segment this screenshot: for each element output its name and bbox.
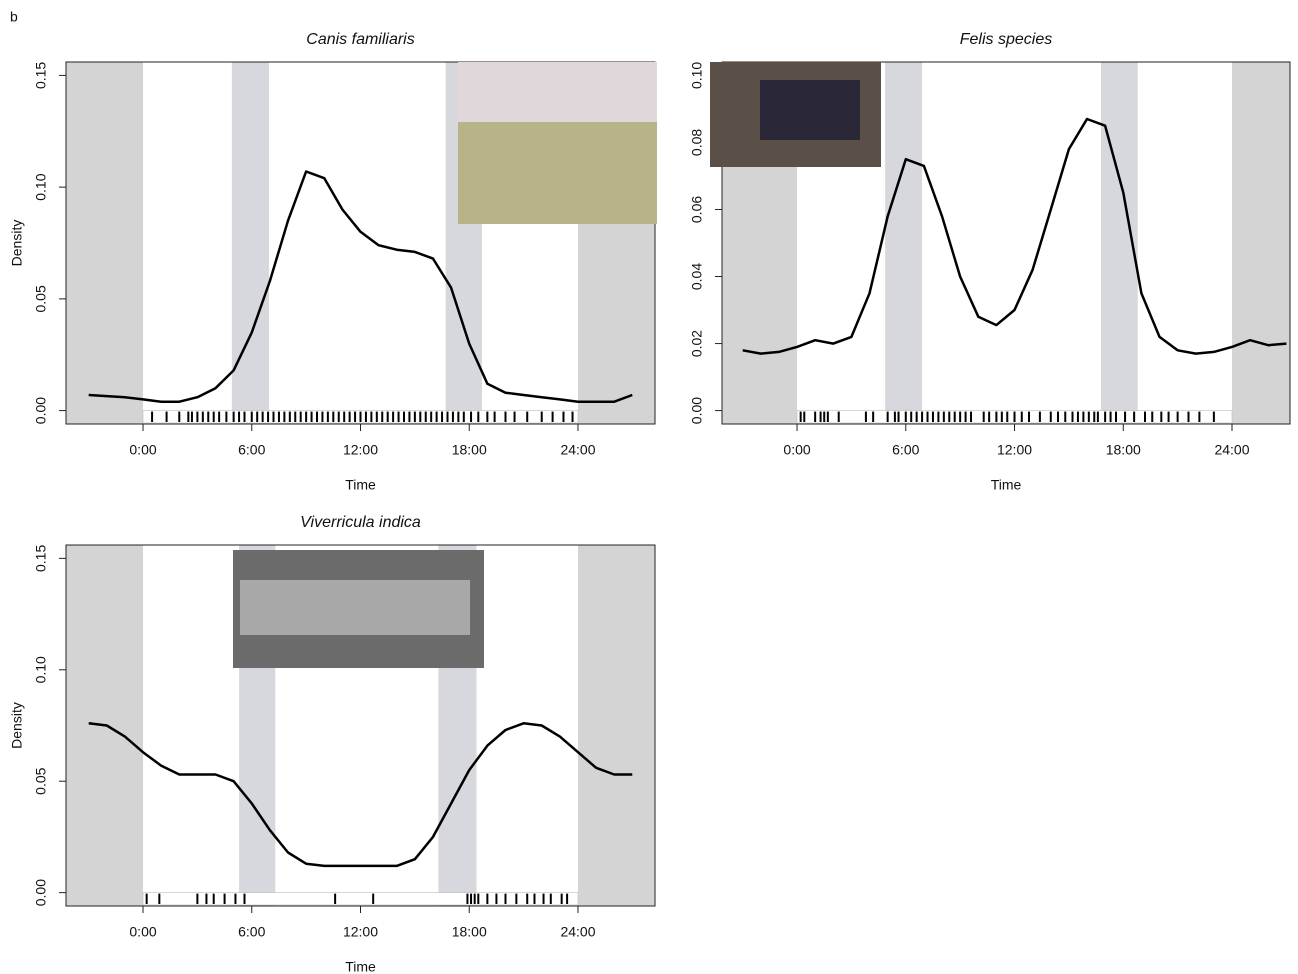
plot-frame — [721, 61, 1291, 425]
y-tick-label: 0.15 — [33, 545, 49, 572]
panel-label: b — [10, 9, 18, 25]
y-tick-label: 0.02 — [689, 330, 705, 357]
time-band — [66, 62, 144, 424]
x-tick-label: 0:00 — [129, 442, 156, 458]
y-tick-label: 0.10 — [33, 656, 49, 683]
density-curve — [742, 117, 1287, 355]
y-tick-label: 0.05 — [33, 767, 49, 794]
photo-sky — [458, 62, 657, 122]
photos — [233, 62, 881, 668]
y-tick-label: 0.04 — [689, 263, 705, 290]
x-tick-label: 12:00 — [343, 924, 378, 940]
x-tick-label: 12:00 — [997, 442, 1032, 458]
rug-strip — [142, 892, 579, 906]
y-tick-label: 0.00 — [689, 397, 705, 424]
x-tick-label: 18:00 — [1106, 442, 1141, 458]
x-axis-label: Time — [345, 959, 376, 974]
x-tick-label: 24:00 — [1214, 442, 1249, 458]
photo-animal — [240, 580, 470, 635]
x-tick-label: 12:00 — [343, 442, 378, 458]
time-band — [577, 545, 655, 906]
x-tick-label: 18:00 — [452, 924, 487, 940]
y-axis-label: Density — [9, 220, 25, 267]
x-axis-label: Time — [345, 477, 376, 493]
time-band — [1232, 62, 1290, 424]
x-tick-label: 18:00 — [452, 442, 487, 458]
density-curve — [88, 170, 633, 403]
y-tick-label: 0.05 — [33, 285, 49, 312]
photo-animal — [760, 80, 860, 140]
x-tick-label: 0:00 — [783, 442, 810, 458]
y-tick-label: 0.15 — [33, 62, 49, 89]
x-tick-label: 24:00 — [560, 442, 595, 458]
x-tick-label: 6:00 — [238, 924, 265, 940]
y-tick-label: 0.00 — [33, 879, 49, 906]
y-tick-label: 0.10 — [689, 62, 705, 89]
chart-title: Viverricula indica — [300, 514, 421, 531]
chart-title: Canis familiaris — [306, 31, 414, 48]
chart-title: Felis species — [960, 31, 1052, 48]
time-band — [885, 62, 923, 424]
y-tick-label: 0.00 — [33, 397, 49, 424]
x-tick-label: 6:00 — [238, 442, 265, 458]
y-axis-label: Density — [9, 702, 25, 749]
y-tick-label: 0.08 — [689, 129, 705, 156]
time-band — [231, 62, 269, 424]
x-tick-label: 24:00 — [560, 924, 595, 940]
x-tick-label: 0:00 — [129, 924, 156, 940]
y-tick-label: 0.06 — [689, 196, 705, 223]
y-tick-label: 0.10 — [33, 173, 49, 200]
x-tick-label: 6:00 — [892, 442, 919, 458]
density-curve — [88, 722, 633, 868]
x-axis-label: Time — [991, 477, 1022, 493]
